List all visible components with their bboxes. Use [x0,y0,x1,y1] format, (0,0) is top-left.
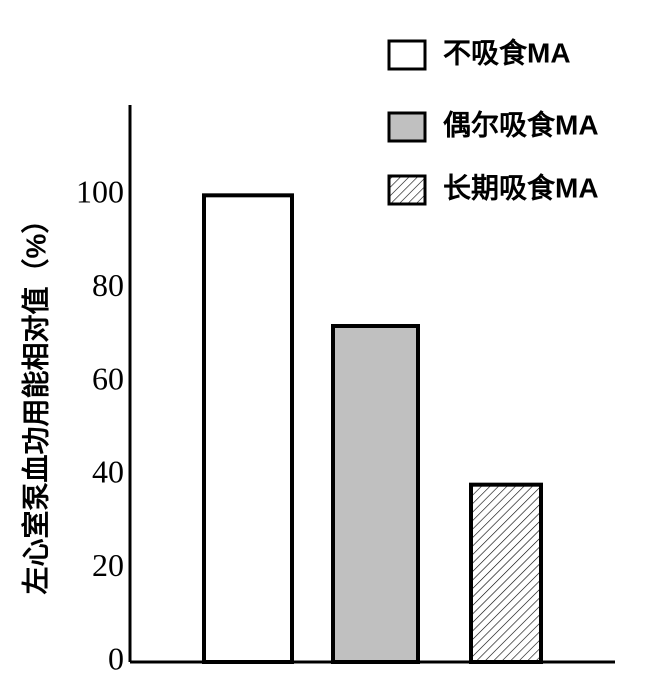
y-tick-label: 20 [92,547,124,583]
legend-label: 偶尔吸食MA [443,108,599,140]
bar [469,482,543,664]
legend-swatch [387,111,427,143]
y-axis-label: 左心室泵血功用能相对值（%） [19,206,51,595]
bar [202,193,294,664]
y-tick-label: 100 [76,174,124,210]
y-tick-label: 0 [108,640,124,676]
legend-label: 不吸食MA [443,36,571,68]
legend-label: 长期吸食MA [443,171,599,203]
legend-swatch [387,39,427,71]
y-tick-label: 80 [92,267,124,303]
legend-swatch [387,174,427,206]
y-tick-label: 60 [92,360,124,396]
y-tick-label: 40 [92,454,124,490]
bar [331,324,420,664]
